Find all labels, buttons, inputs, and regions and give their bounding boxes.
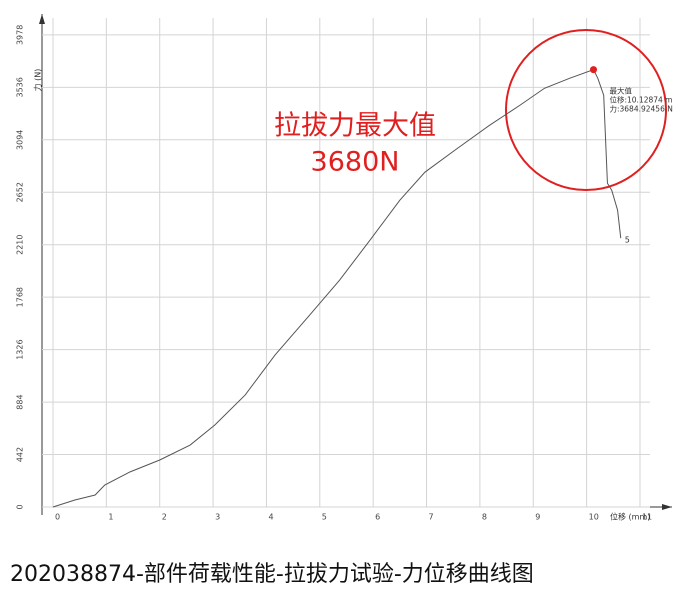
y-tick-label: 1768 (16, 287, 25, 307)
max-annotation: 位移:10.12874 m (609, 95, 672, 105)
max-annotation: 力:3684.92456 N (609, 104, 672, 114)
x-tick-label: 10 (589, 513, 599, 522)
x-tick-label: 6 (375, 513, 380, 522)
y-tick-label: 3978 (16, 25, 25, 45)
y-tick-label: 2210 (16, 235, 25, 255)
x-tick-label: 11 (642, 513, 652, 522)
x-tick-label: 3 (215, 513, 220, 522)
y-tick-label: 2652 (16, 182, 25, 202)
x-tick-label: 2 (162, 513, 167, 522)
y-tick-label: 0 (16, 504, 25, 509)
x-tick-label: 8 (482, 513, 487, 522)
y-axis-label: 力 (N) (33, 69, 43, 92)
end-label: 5 (625, 236, 630, 245)
max-annotation: 最大值 (609, 86, 632, 96)
y-tick-label: 3094 (16, 130, 25, 150)
x-tick-label: 4 (268, 513, 273, 522)
callout-value: 3680N (311, 147, 400, 178)
y-tick-label: 884 (16, 394, 25, 409)
x-tick-label: 0 (55, 513, 60, 522)
x-tick-label: 1 (108, 513, 113, 522)
x-tick-label: 5 (322, 513, 327, 522)
x-tick-label: 9 (535, 513, 540, 522)
data-line (52, 69, 622, 508)
x-tick-label: 7 (429, 513, 434, 522)
max-point (589, 66, 597, 74)
y-tick-label: 1326 (16, 339, 25, 359)
callout-title: 拉拔力最大值 (274, 111, 436, 142)
caption: 202038874-部件荷载性能-拉拔力试验-力位移曲线图 (10, 562, 534, 587)
y-tick-label: 3536 (16, 77, 25, 97)
x-axis-label: 位移 (mm) (610, 512, 650, 522)
y-tick-label: 442 (16, 447, 25, 462)
highlight-circle (505, 29, 667, 191)
